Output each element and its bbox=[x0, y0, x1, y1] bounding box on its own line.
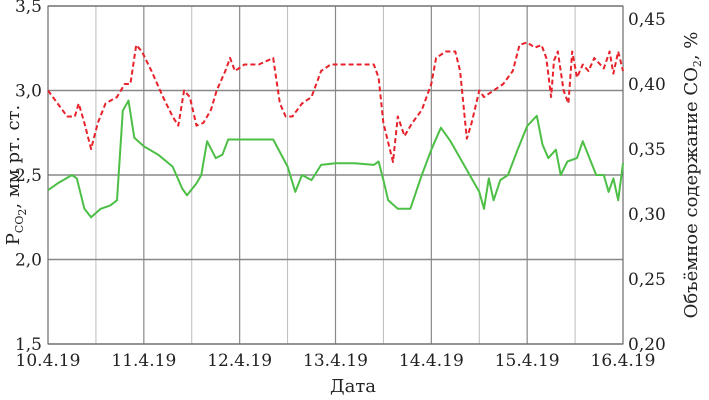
x-tick-label: 15.4.19 bbox=[495, 351, 560, 371]
left-tick-label: 2,0 bbox=[15, 251, 42, 271]
right-axis-title-suffix: , % bbox=[681, 32, 702, 61]
left-tick-label: 3,5 bbox=[15, 0, 42, 17]
left-tick-label: 2,5 bbox=[15, 166, 42, 186]
right-axis-title-sub: 2 bbox=[691, 60, 704, 67]
left-axis-title: PCO2, мм рт. ст. bbox=[3, 105, 29, 245]
right-tick-label: 0,45 bbox=[628, 10, 666, 30]
series-line-concentration bbox=[47, 41, 624, 163]
x-tick-label: 10.4.19 bbox=[16, 351, 81, 371]
left-tick-label: 1,5 bbox=[15, 335, 42, 355]
left-axis-title-suffix: , мм рт. ст. bbox=[3, 105, 24, 209]
x-tick-label: 11.4.19 bbox=[111, 351, 176, 371]
right-axis-title: Объёмное содержание CO2, % bbox=[681, 32, 704, 319]
left-axis-title-sub2: 2 bbox=[16, 209, 29, 216]
series-line-pressure bbox=[47, 99, 624, 219]
left-axis-ticks: 1,5 2,0 2,5 3,0 3,5 bbox=[15, 0, 42, 355]
right-tick-label: 0,35 bbox=[628, 140, 666, 160]
right-tick-label: 0,25 bbox=[628, 270, 666, 290]
x-tick-label: 13.4.19 bbox=[303, 351, 368, 371]
series-layer bbox=[47, 41, 624, 219]
right-tick-label: 0,30 bbox=[628, 205, 666, 225]
left-tick-label: 3,0 bbox=[15, 82, 42, 102]
x-tick-label: 16.4.19 bbox=[591, 351, 656, 371]
right-axis-ticks: 0,20 0,25 0,30 0,35 0,40 0,45 bbox=[628, 10, 666, 355]
x-axis-ticks: 10.4.19 11.4.19 12.4.19 13.4.19 14.4.19 15.4.… bbox=[16, 351, 656, 371]
right-tick-label: 0,40 bbox=[628, 75, 666, 95]
right-tick-label: 0,20 bbox=[628, 335, 666, 355]
right-axis-title-prefix: Объёмное содержание CO bbox=[681, 67, 702, 318]
plot-frame bbox=[47, 5, 624, 345]
left-axis-title-prefix: P bbox=[3, 233, 24, 245]
x-tick-label: 12.4.19 bbox=[207, 351, 272, 371]
x-axis-title: Дата bbox=[330, 376, 376, 397]
left-axis-title-sub: CO bbox=[13, 216, 26, 233]
x-tick-label: 14.4.19 bbox=[399, 351, 464, 371]
